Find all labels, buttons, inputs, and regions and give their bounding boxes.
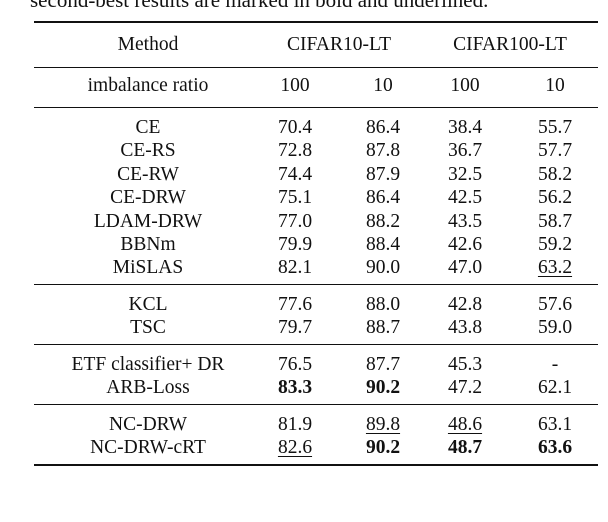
header-method: Method <box>117 34 179 55</box>
table-row: MiSLAS 82.1 90.0 47.0 63.2 <box>34 256 598 279</box>
table-row: NC-DRW-cRT 82.6 90.2 48.7 63.6 <box>34 436 598 459</box>
table-row: CE-RW 74.4 87.9 32.5 58.2 <box>34 163 598 186</box>
table-rule <box>34 21 598 23</box>
method-cell: NC-DRW-cRT <box>90 437 206 459</box>
value-cell: 42.5 <box>447 187 483 209</box>
table-row: KCL 77.6 88.0 42.8 57.6 <box>34 293 598 316</box>
value-cell: 77.0 <box>277 210 313 232</box>
table-row: CE 70.4 86.4 38.4 55.7 <box>34 116 598 139</box>
subheader-ratio: 100 <box>280 75 310 96</box>
table-row: LDAM-DRW 77.0 88.2 43.5 58.7 <box>34 210 598 233</box>
method-cell: ETF classifier+ DR <box>71 354 225 375</box>
value-cell: 90.2 <box>365 377 401 399</box>
method-cell: CE-DRW <box>110 187 186 209</box>
value-cell: 43.8 <box>447 317 483 339</box>
method-cell: KCL <box>128 294 168 315</box>
value-cell: - <box>551 354 559 375</box>
value-cell: 86.4 <box>365 117 401 138</box>
value-cell: 59.0 <box>537 317 573 339</box>
table-row: ARB-Loss 83.3 90.2 47.2 62.1 <box>34 376 598 399</box>
subheader-label: imbalance ratio <box>87 75 209 96</box>
value-cell: 81.9 <box>277 414 313 435</box>
value-cell: 36.7 <box>447 140 483 162</box>
method-cell: ARB-Loss <box>106 377 190 399</box>
value-cell: 58.2 <box>537 163 573 185</box>
value-cell: 88.7 <box>365 317 401 339</box>
subheader-ratio: 100 <box>450 75 480 96</box>
value-cell: 42.6 <box>447 234 483 255</box>
value-cell: 55.7 <box>537 117 573 138</box>
table-rule <box>34 404 598 405</box>
value-cell: 88.4 <box>365 234 401 255</box>
value-cell: 87.7 <box>365 354 401 375</box>
header-cifar10: CIFAR10-LT <box>286 34 392 55</box>
value-cell: 63.1 <box>537 414 573 435</box>
table-rule <box>34 67 598 68</box>
value-cell: 72.8 <box>277 140 313 162</box>
value-cell: 32.5 <box>447 163 483 185</box>
value-cell: 82.6 <box>277 437 313 459</box>
value-cell: 75.1 <box>277 187 313 209</box>
value-cell: 45.3 <box>447 354 483 375</box>
subheader-ratio: 10 <box>373 75 393 96</box>
value-cell: 48.7 <box>447 437 483 459</box>
value-cell: 90.2 <box>365 437 401 459</box>
value-cell: 82.1 <box>277 257 313 279</box>
value-cell: 87.8 <box>365 140 401 162</box>
method-cell: TSC <box>130 317 166 339</box>
method-cell: CE-RS <box>120 140 176 162</box>
table-rule <box>34 464 598 466</box>
value-cell: 42.8 <box>447 294 483 315</box>
value-cell: 74.4 <box>277 163 313 185</box>
value-cell: 89.8 <box>365 414 401 435</box>
table-row: BBNm 79.9 88.4 42.6 59.2 <box>34 233 598 256</box>
value-cell: 63.6 <box>537 437 573 459</box>
value-cell: 48.6 <box>447 414 483 435</box>
value-cell: 87.9 <box>365 163 401 185</box>
table-rule <box>34 344 598 345</box>
value-cell: 47.2 <box>447 377 483 399</box>
value-cell: 58.7 <box>537 210 573 232</box>
value-cell: 59.2 <box>537 234 573 255</box>
value-cell: 86.4 <box>365 187 401 209</box>
value-cell: 62.1 <box>537 377 573 399</box>
table-rule <box>34 107 598 108</box>
method-cell: MiSLAS <box>112 257 184 279</box>
method-cell: CE-RW <box>117 163 179 185</box>
value-cell: 79.7 <box>277 317 313 339</box>
value-cell: 47.0 <box>447 257 483 279</box>
value-cell: 43.5 <box>447 210 483 232</box>
value-cell: 83.3 <box>277 377 313 399</box>
value-cell: 77.6 <box>277 294 313 315</box>
value-cell: 76.5 <box>277 354 313 375</box>
method-cell: NC-DRW <box>109 414 187 435</box>
value-cell: 79.9 <box>277 234 313 255</box>
value-cell: 88.2 <box>365 210 401 232</box>
value-cell: 56.2 <box>537 187 573 209</box>
table-row: TSC 79.7 88.7 43.8 59.0 <box>34 316 598 339</box>
value-cell: 90.0 <box>365 257 401 279</box>
value-cell: 57.7 <box>537 140 573 162</box>
method-cell: CE <box>135 117 161 138</box>
table-row: NC-DRW 81.9 89.8 48.6 63.1 <box>34 413 598 436</box>
table-row: CE-DRW 75.1 86.4 42.5 56.2 <box>34 186 598 209</box>
value-cell: 63.2 <box>537 257 573 279</box>
header-row: Method CIFAR10-LT CIFAR100-LT <box>34 33 598 56</box>
table-row: CE-RS 72.8 87.8 36.7 57.7 <box>34 139 598 162</box>
table-rule <box>34 284 598 285</box>
subheader-ratio: 10 <box>545 75 565 96</box>
value-cell: 38.4 <box>447 117 483 138</box>
value-cell: 57.6 <box>537 294 573 315</box>
header-cifar100: CIFAR100-LT <box>453 34 567 55</box>
subheader-row: imbalance ratio 100 10 100 10 <box>34 74 598 97</box>
method-cell: LDAM-DRW <box>93 210 203 232</box>
table-row: ETF classifier+ DR 76.5 87.7 45.3 - <box>34 353 598 376</box>
value-cell: 88.0 <box>365 294 401 315</box>
method-cell: BBNm <box>120 234 176 255</box>
value-cell: 70.4 <box>277 117 313 138</box>
caption-fragment: second-best results are marked in bold a… <box>30 0 489 12</box>
